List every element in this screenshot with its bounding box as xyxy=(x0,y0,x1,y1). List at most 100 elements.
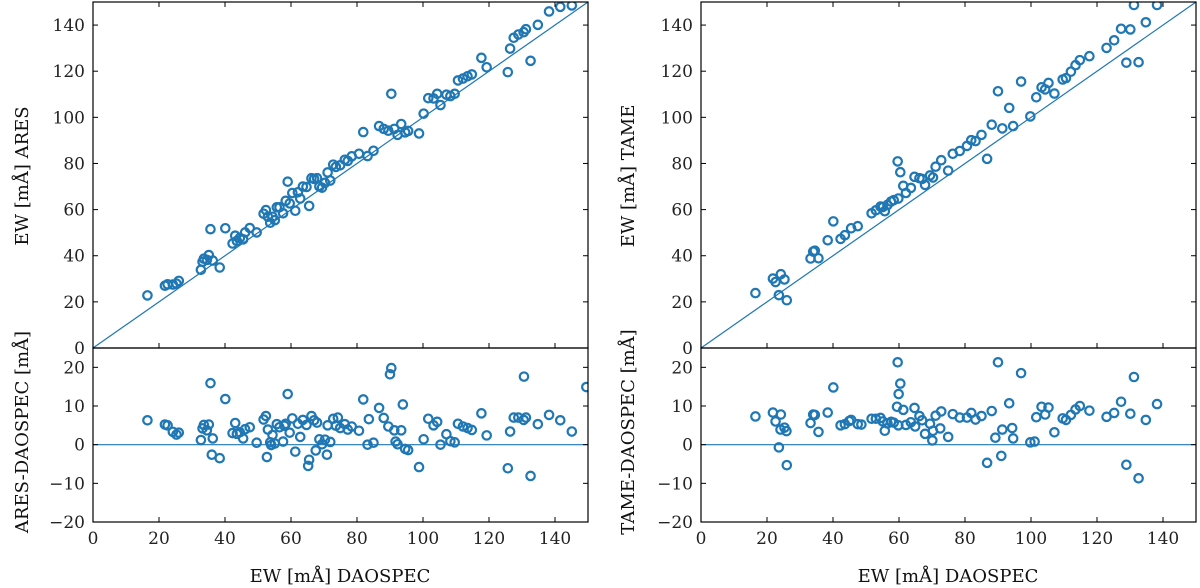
right-residual-points xyxy=(750,357,1163,484)
left-top-point xyxy=(324,175,336,186)
left-residual-point xyxy=(353,425,365,437)
right-residual-point xyxy=(954,412,966,423)
right-residual-point xyxy=(892,357,903,368)
right-top-y-tick-label: 100 xyxy=(661,108,693,128)
right-top-points xyxy=(750,2,1163,306)
right-top-point xyxy=(750,287,761,299)
left-residual-point xyxy=(284,427,295,438)
left-residual-point xyxy=(310,445,322,456)
left-residual-point xyxy=(466,424,478,436)
right-top-point xyxy=(1025,111,1036,122)
right-bottom-y-tick-label: 0 xyxy=(682,436,693,456)
right-top-point xyxy=(822,234,834,246)
right-residual-point xyxy=(1003,397,1015,409)
left-top-point xyxy=(386,88,397,100)
right-residual-point xyxy=(986,405,998,417)
left-residual-point xyxy=(554,415,566,426)
left-residual-point xyxy=(332,412,344,423)
right-bottom-y-tick-label: −20 xyxy=(657,513,693,533)
right-top-y-axis-label: EW [mÅ] TAME xyxy=(617,105,639,248)
right-top-point xyxy=(996,123,1008,134)
left-bottom-y-axis-label: ARES-DAOSPEC [mÅ] xyxy=(11,331,33,534)
right-top-point xyxy=(1043,77,1054,89)
left-residual-point xyxy=(457,421,469,432)
left-residual-point xyxy=(431,416,443,428)
left-bottom-y-tick-label: −10 xyxy=(49,474,85,494)
right-residual-point xyxy=(1007,433,1019,444)
right-top-point xyxy=(1115,23,1127,35)
right-residual-point xyxy=(1128,371,1140,383)
right-residual-point xyxy=(750,411,761,422)
left-residual-point xyxy=(321,449,333,461)
right-residual-point xyxy=(1025,437,1036,448)
left-residual-point xyxy=(581,381,588,393)
left-top-y-tick-label: 80 xyxy=(63,154,85,174)
left-top-point xyxy=(504,43,516,54)
left-x-tick-label: 60 xyxy=(280,529,302,549)
left-residual-point xyxy=(518,371,530,382)
left-x-tick-label: 80 xyxy=(346,529,368,549)
left-top-y-tick-label: 60 xyxy=(63,201,85,221)
right-top-point xyxy=(813,252,824,264)
right-top-point xyxy=(1121,57,1132,68)
right-top-y-tick-label: 60 xyxy=(671,201,693,221)
left-residual-point xyxy=(363,413,375,425)
right-top-point xyxy=(1060,72,1072,84)
left-residual-point xyxy=(435,439,446,450)
left-top-point xyxy=(287,187,298,199)
left-residual-point xyxy=(508,412,520,423)
left-residual-point xyxy=(282,388,293,400)
left-top-point xyxy=(251,227,262,238)
right-residual-point xyxy=(1140,414,1152,426)
right-top-y-tick-label: 40 xyxy=(671,247,693,267)
left-top-point xyxy=(383,125,394,137)
right-top-point xyxy=(935,154,947,166)
left-identity-line xyxy=(93,2,588,348)
right-residual-point xyxy=(981,457,993,469)
right-residual-point xyxy=(856,419,867,430)
left-top-point xyxy=(319,177,331,189)
right-residual-point xyxy=(1043,402,1054,413)
left-residual-point xyxy=(386,362,397,374)
right-residual-point xyxy=(1029,436,1040,447)
left-top-point xyxy=(207,255,219,266)
right-x-tick-label: 20 xyxy=(756,529,778,549)
left-residual-point xyxy=(520,412,532,423)
left-top-point xyxy=(368,145,379,157)
left-x-tick-label: 120 xyxy=(473,529,505,549)
right-residual-point xyxy=(891,401,903,413)
left-top-point xyxy=(452,75,464,86)
left-residual-point xyxy=(525,470,536,482)
left-top-point xyxy=(395,118,407,130)
left-residual-point xyxy=(373,402,385,414)
right-top-point xyxy=(970,135,981,147)
left-top-point xyxy=(362,150,373,162)
right-top-point xyxy=(942,165,954,176)
left-residual-point xyxy=(395,425,407,436)
left-top-point xyxy=(402,125,414,137)
left-residual-point xyxy=(362,439,373,450)
right-residual-point xyxy=(775,409,787,420)
right-top-point xyxy=(1133,56,1144,68)
left-residual-point xyxy=(205,377,216,389)
right-residual-point xyxy=(927,435,938,446)
left-top-y-tick-label: 20 xyxy=(63,293,85,313)
right-residual-point xyxy=(1015,367,1027,379)
left-x-tick-label: 100 xyxy=(407,529,439,549)
left-top-point xyxy=(282,176,293,187)
left-top-point xyxy=(413,128,425,139)
right-top-point xyxy=(919,179,931,191)
left-residual-point xyxy=(171,429,182,440)
left-residual-point xyxy=(422,413,434,425)
right-residual-point xyxy=(1108,407,1120,419)
right-residual-point xyxy=(1133,473,1144,484)
left-top-point xyxy=(357,126,369,138)
left-top-point xyxy=(327,159,339,170)
right-residual-point xyxy=(909,421,921,432)
left-x-tick-label: 20 xyxy=(148,529,170,549)
right-x-tick-label: 80 xyxy=(954,529,976,549)
right-x-tick-label: 40 xyxy=(822,529,844,549)
left-residual-point xyxy=(203,419,215,430)
left-residual-point xyxy=(388,425,400,436)
